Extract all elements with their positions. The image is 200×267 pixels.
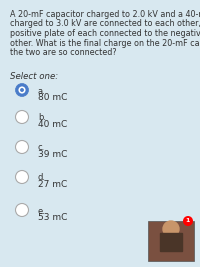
Circle shape: [16, 203, 29, 217]
Text: other. What is the final charge on the 20-mF capacitor after: other. What is the final charge on the 2…: [10, 38, 200, 48]
Text: charged to 3.0 kV are connected to each other, with the: charged to 3.0 kV are connected to each …: [10, 19, 200, 29]
Text: 1: 1: [186, 218, 190, 223]
Text: positive plate of each connected to the negative plate of the: positive plate of each connected to the …: [10, 29, 200, 38]
Text: 27 mC: 27 mC: [38, 180, 67, 189]
Text: b.: b.: [38, 113, 46, 123]
Circle shape: [16, 140, 29, 154]
Text: 53 mC: 53 mC: [38, 213, 67, 222]
Text: A 20-mF capacitor charged to 2.0 kV and a 40-mF capacitor: A 20-mF capacitor charged to 2.0 kV and …: [10, 10, 200, 19]
Text: d.: d.: [38, 174, 46, 183]
Text: Select one:: Select one:: [10, 72, 58, 81]
Circle shape: [16, 171, 29, 183]
Circle shape: [163, 221, 179, 237]
FancyBboxPatch shape: [160, 233, 182, 251]
Text: 80 mC: 80 mC: [38, 93, 67, 102]
Text: 40 mC: 40 mC: [38, 120, 67, 129]
FancyBboxPatch shape: [148, 221, 194, 261]
Text: e.: e.: [38, 206, 46, 215]
Text: c.: c.: [38, 143, 45, 152]
Circle shape: [20, 88, 24, 92]
Text: 39 mC: 39 mC: [38, 150, 67, 159]
Circle shape: [16, 84, 29, 96]
Circle shape: [183, 216, 193, 226]
Text: a.: a.: [38, 87, 46, 96]
Circle shape: [16, 111, 29, 124]
Text: the two are so connected?: the two are so connected?: [10, 48, 117, 57]
Circle shape: [18, 87, 26, 93]
